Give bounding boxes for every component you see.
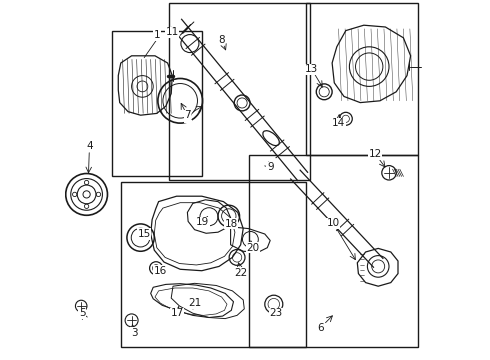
Text: 20: 20 <box>246 243 260 253</box>
Text: 14: 14 <box>332 118 345 128</box>
Text: 4: 4 <box>86 141 93 151</box>
Text: 11: 11 <box>166 27 179 37</box>
Text: 23: 23 <box>270 308 283 318</box>
Text: 8: 8 <box>218 35 225 45</box>
Text: 15: 15 <box>138 229 151 239</box>
Text: 6: 6 <box>318 323 324 333</box>
Text: 1: 1 <box>153 30 160 40</box>
Text: 12: 12 <box>368 149 382 159</box>
Text: 13: 13 <box>305 64 318 74</box>
Text: 17: 17 <box>171 308 184 318</box>
Text: 9: 9 <box>267 162 273 172</box>
Text: 16: 16 <box>154 266 167 276</box>
Text: 21: 21 <box>188 298 201 308</box>
Text: 5: 5 <box>79 308 86 318</box>
Text: 2: 2 <box>185 112 192 122</box>
Text: 19: 19 <box>196 217 209 228</box>
Text: 3: 3 <box>131 328 137 338</box>
Text: 7: 7 <box>184 110 191 120</box>
Text: 22: 22 <box>234 268 247 278</box>
Text: 10: 10 <box>327 218 340 228</box>
Text: 18: 18 <box>225 219 238 229</box>
